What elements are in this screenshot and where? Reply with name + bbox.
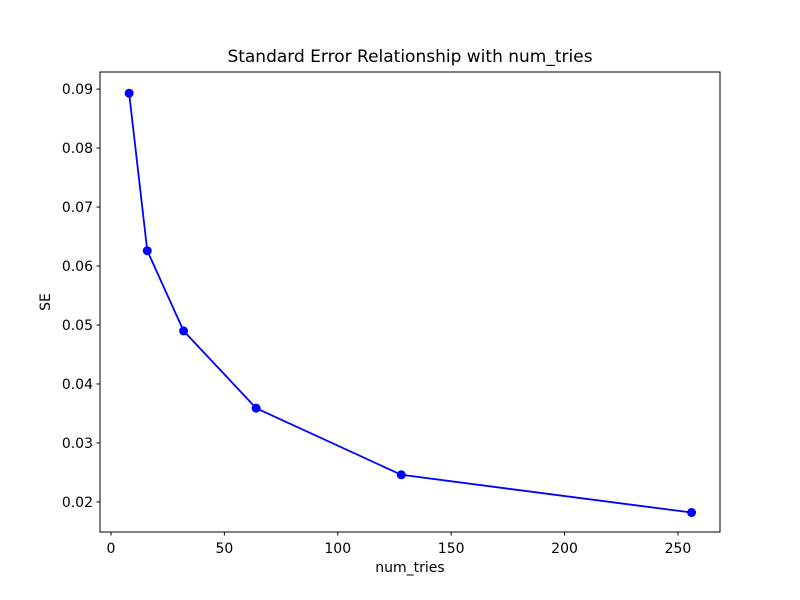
data-point xyxy=(251,403,261,413)
data-point xyxy=(687,508,697,518)
y-tick-label: 0.05 xyxy=(62,318,93,334)
x-axis-label: num_tries xyxy=(375,560,444,576)
data-point xyxy=(396,470,406,480)
data-series xyxy=(124,88,697,518)
y-tick-label: 0.08 xyxy=(62,141,93,157)
y-tick-label: 0.09 xyxy=(62,82,93,98)
x-tick-label: 100 xyxy=(324,541,351,557)
y-tick-label: 0.07 xyxy=(62,200,93,216)
y-tick-label: 0.03 xyxy=(62,436,93,452)
x-tick-label: 0 xyxy=(107,541,116,557)
x-tick-label: 50 xyxy=(215,541,233,557)
chart-title: Standard Error Relationship with num_tri… xyxy=(227,47,592,67)
y-tick-label: 0.04 xyxy=(62,377,93,393)
plot-spines xyxy=(99,71,721,533)
y-axis-ticks: 0.02 0.03 0.04 0.05 0.06 0.07 0.08 0.09 xyxy=(62,82,100,511)
x-axis-ticks: 0 50 100 150 200 250 xyxy=(107,532,692,557)
x-tick-label: 150 xyxy=(438,541,465,557)
data-point xyxy=(142,246,152,256)
y-axis-label: SE xyxy=(38,293,54,311)
data-point xyxy=(179,326,189,336)
x-tick-label: 250 xyxy=(665,541,692,557)
x-tick-label: 200 xyxy=(551,541,578,557)
y-tick-label: 0.06 xyxy=(62,259,93,275)
data-point xyxy=(124,88,134,98)
series-line xyxy=(128,93,692,514)
y-tick-label: 0.02 xyxy=(62,495,93,511)
